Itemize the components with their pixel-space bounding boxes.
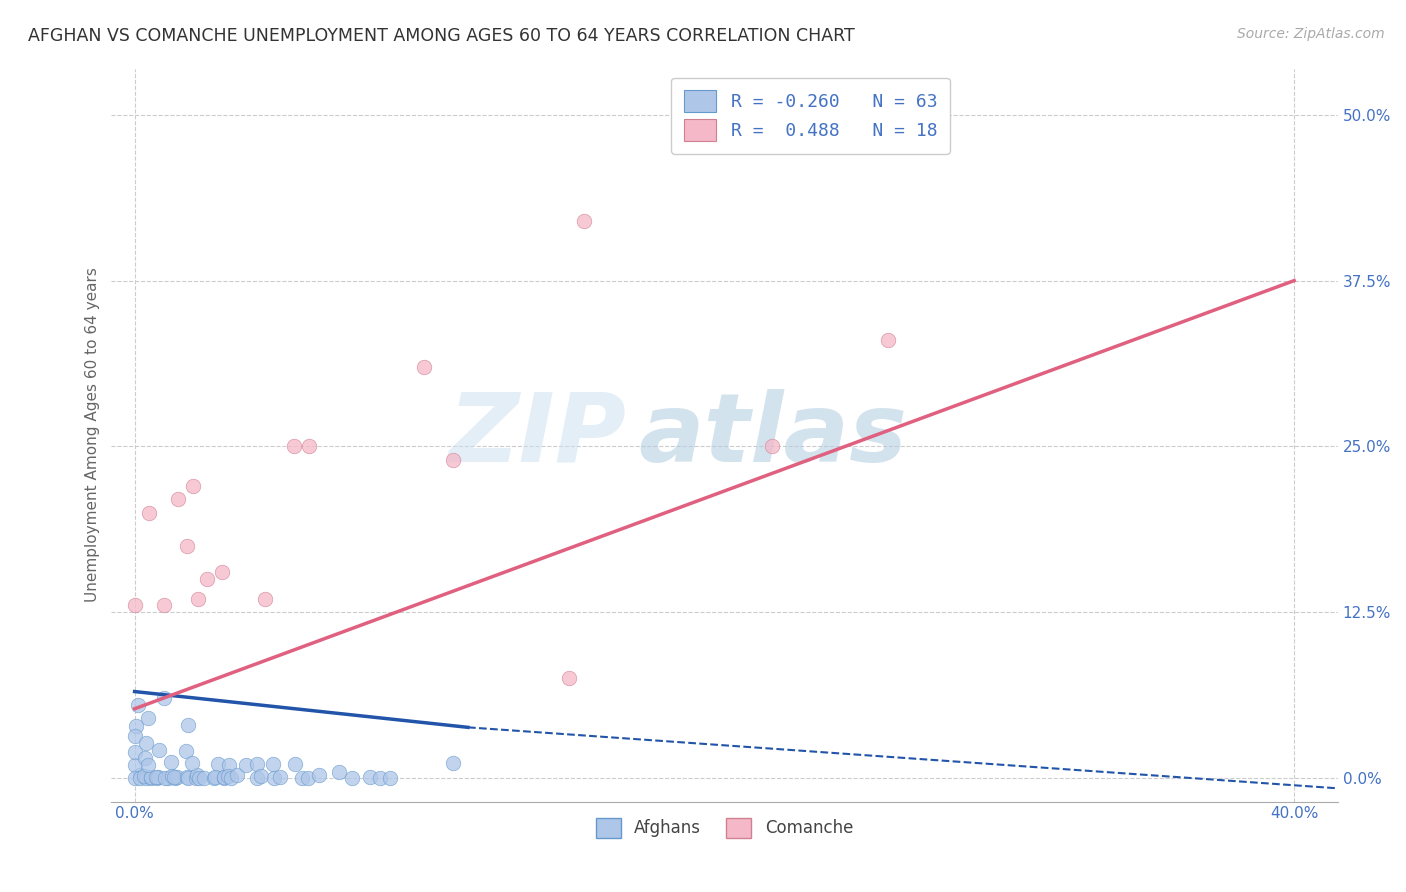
Point — [124, 758, 146, 772]
Point — [291, 771, 314, 785]
Point — [761, 439, 783, 453]
Point — [269, 771, 291, 785]
Point — [166, 770, 188, 784]
Point — [359, 770, 381, 784]
Legend: Afghans, Comanche: Afghans, Comanche — [589, 811, 859, 845]
Point — [249, 769, 271, 783]
Point — [204, 770, 226, 784]
Point — [181, 756, 204, 771]
Point — [187, 591, 209, 606]
Point — [141, 770, 163, 784]
Point — [127, 698, 149, 713]
Point — [177, 718, 200, 732]
Point — [134, 769, 156, 783]
Point — [297, 771, 319, 785]
Point — [188, 771, 211, 785]
Point — [124, 745, 146, 759]
Point — [193, 771, 215, 785]
Point — [225, 768, 247, 782]
Point — [174, 744, 197, 758]
Point — [212, 770, 235, 784]
Y-axis label: Unemployment Among Ages 60 to 64 years: Unemployment Among Ages 60 to 64 years — [86, 268, 100, 602]
Point — [145, 771, 167, 785]
Point — [217, 769, 239, 783]
Point — [139, 771, 162, 785]
Point — [129, 771, 152, 785]
Point — [219, 771, 242, 785]
Text: atlas: atlas — [638, 389, 908, 482]
Point — [176, 770, 198, 784]
Point — [235, 758, 257, 772]
Point — [160, 769, 183, 783]
Point — [263, 771, 285, 785]
Point — [186, 768, 208, 782]
Text: Source: ZipAtlas.com: Source: ZipAtlas.com — [1237, 27, 1385, 41]
Point — [146, 770, 169, 784]
Point — [368, 771, 391, 785]
Point — [176, 539, 198, 553]
Point — [153, 691, 176, 706]
Point — [443, 452, 465, 467]
Point — [212, 771, 235, 785]
Point — [218, 758, 240, 772]
Point — [877, 333, 900, 347]
Point — [157, 771, 180, 785]
Point — [138, 711, 160, 725]
Point — [135, 735, 157, 749]
Point — [184, 771, 207, 785]
Point — [124, 729, 146, 743]
Point — [128, 768, 150, 782]
Point — [195, 572, 218, 586]
Point — [340, 771, 363, 785]
Point — [167, 492, 190, 507]
Point — [160, 756, 183, 770]
Point — [246, 757, 269, 772]
Point — [134, 750, 156, 764]
Point — [165, 771, 187, 785]
Point — [163, 770, 186, 784]
Point — [125, 719, 148, 733]
Point — [136, 757, 159, 772]
Point — [211, 566, 233, 580]
Point — [138, 506, 160, 520]
Point — [246, 771, 269, 785]
Point — [308, 768, 330, 782]
Point — [572, 214, 595, 228]
Point — [176, 771, 198, 785]
Text: ZIP: ZIP — [449, 389, 627, 482]
Point — [181, 479, 204, 493]
Point — [145, 770, 167, 784]
Point — [202, 771, 225, 785]
Point — [284, 757, 307, 772]
Point — [297, 439, 319, 453]
Point — [124, 771, 146, 785]
Point — [254, 591, 277, 606]
Point — [328, 764, 350, 779]
Point — [558, 671, 581, 685]
Text: AFGHAN VS COMANCHE UNEMPLOYMENT AMONG AGES 60 TO 64 YEARS CORRELATION CHART: AFGHAN VS COMANCHE UNEMPLOYMENT AMONG AG… — [28, 27, 855, 45]
Point — [155, 771, 177, 785]
Point — [124, 599, 146, 613]
Point — [135, 771, 157, 785]
Point — [207, 756, 229, 771]
Point — [152, 599, 174, 613]
Point — [263, 756, 285, 771]
Point — [441, 756, 464, 771]
Point — [378, 771, 401, 785]
Point — [413, 359, 436, 374]
Point — [148, 743, 170, 757]
Point — [283, 439, 305, 453]
